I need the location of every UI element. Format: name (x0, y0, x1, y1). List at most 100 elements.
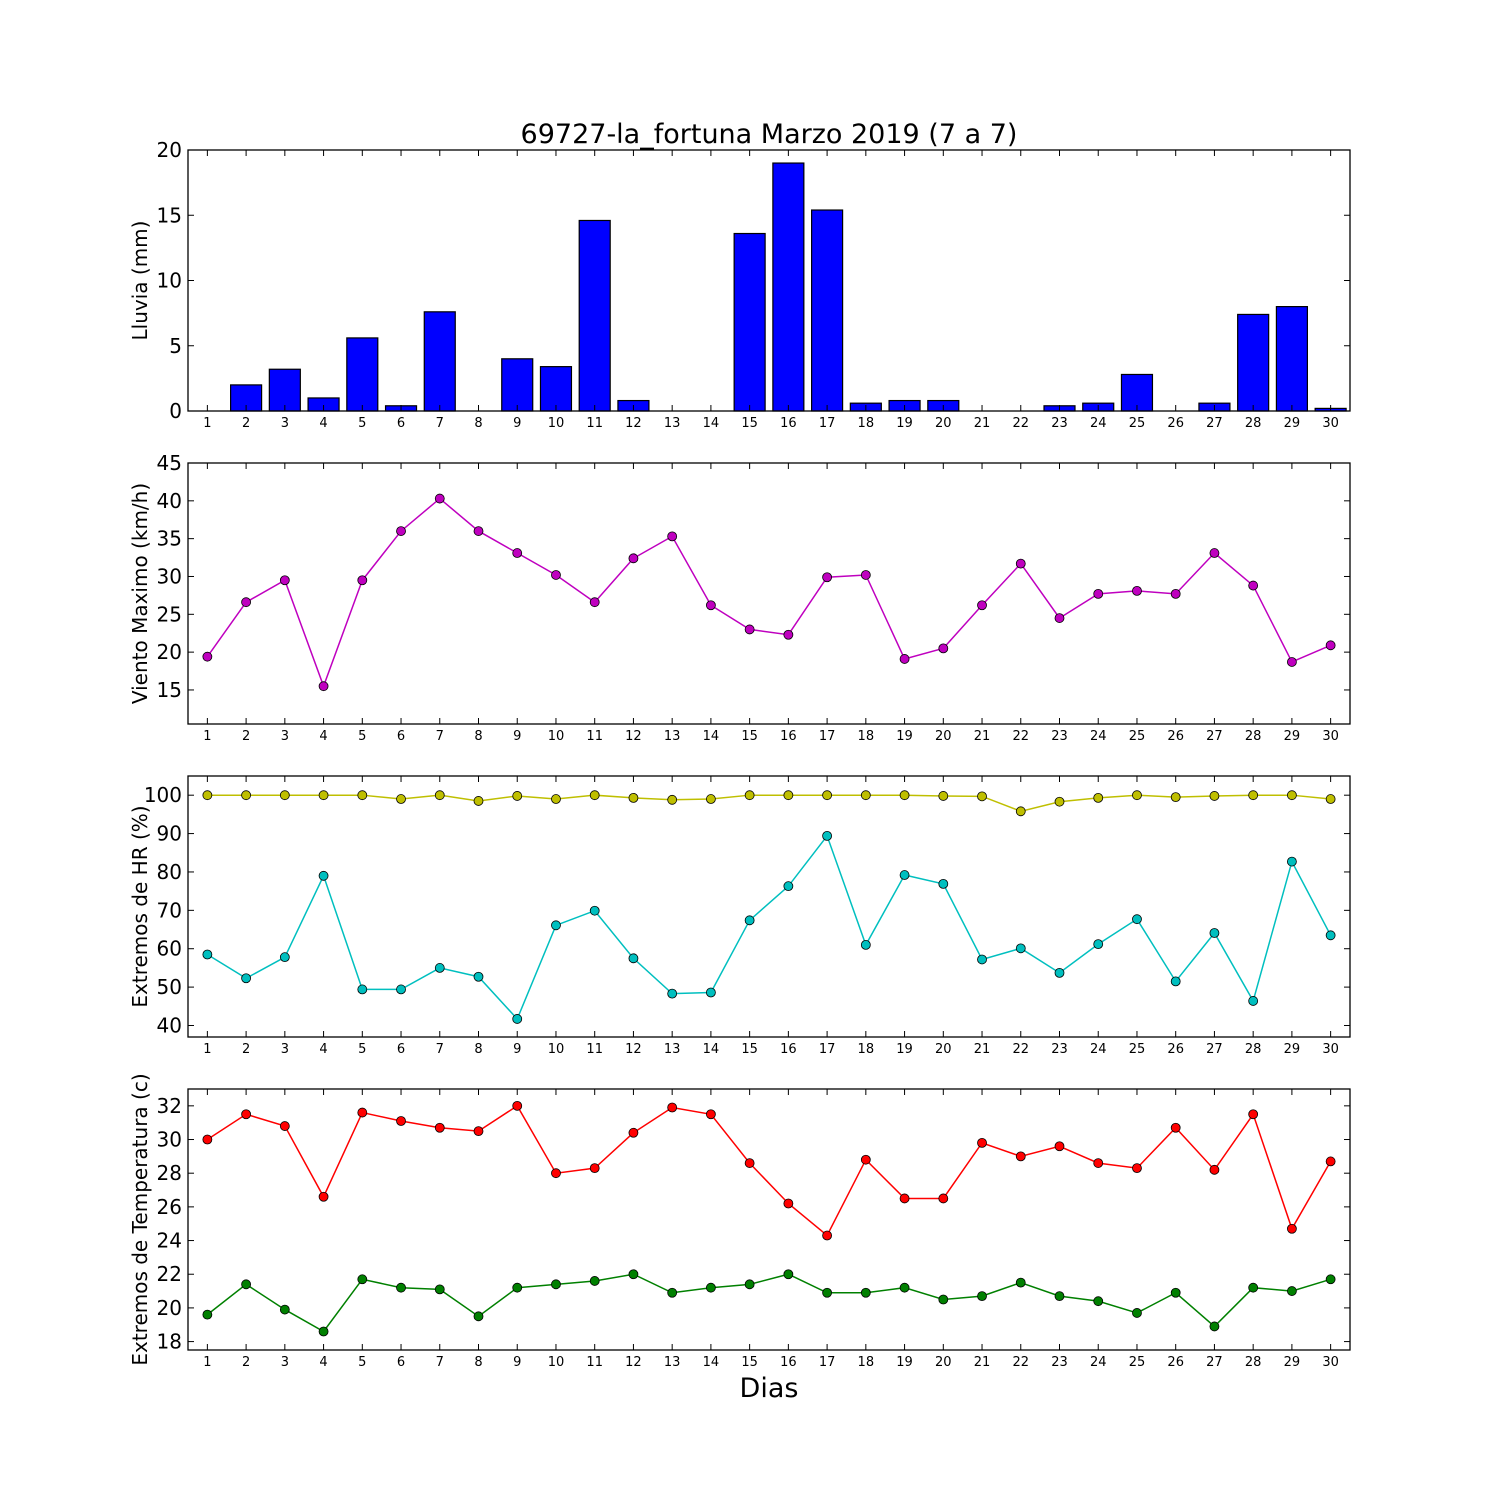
x-tick-label: 2 (242, 1355, 250, 1370)
series-2-point-20 (938, 1294, 949, 1305)
series-1-point-14 (706, 600, 716, 611)
x-tick-label: 4 (319, 1355, 327, 1370)
series-1-point-4 (318, 681, 329, 692)
series-1-point-29 (1287, 657, 1297, 667)
x-tick-label: 11 (586, 1042, 603, 1057)
x-tick-label: 23 (1051, 1042, 1068, 1057)
y-tick-label: 0 (169, 399, 182, 423)
series-1-point-15 (744, 624, 755, 635)
series-1-point-4 (318, 790, 329, 801)
series-1-point-21 (977, 600, 987, 611)
x-tick-label: 19 (896, 1355, 913, 1370)
x-tick-label: 21 (974, 1042, 991, 1057)
series-1-point-12 (628, 553, 639, 564)
bar-day-3 (268, 368, 301, 412)
series-2-point-29 (1287, 856, 1297, 867)
series-1-point-20 (938, 791, 949, 801)
x-axis-label: Dias (740, 1373, 799, 1404)
series-2-point-7 (434, 1284, 445, 1295)
x-tick-label: 26 (1167, 729, 1184, 744)
x-tick-label: 27 (1206, 1042, 1223, 1057)
y-axis-label: Extremos de HR (%) (128, 805, 152, 1007)
y-axis-label: Lluvia (mm) (128, 221, 152, 341)
series-1-point-19 (899, 790, 910, 801)
series-2-point-18 (860, 939, 871, 950)
x-tick-label: 6 (397, 1355, 405, 1370)
x-tick-label: 12 (625, 1042, 642, 1057)
x-tick-label: 20 (935, 1042, 952, 1057)
x-tick-label: 22 (1012, 1355, 1029, 1370)
series-2-point-10 (551, 1279, 561, 1290)
x-tick-label: 22 (1012, 729, 1029, 744)
x-tick-label: 16 (780, 1042, 797, 1057)
series-1-point-28 (1248, 790, 1259, 801)
y-tick-label: 24 (157, 1229, 182, 1253)
x-tick-label: 24 (1090, 1042, 1107, 1057)
series-2-point-5 (357, 984, 368, 995)
x-tick-label: 8 (474, 1355, 482, 1370)
series-2-point-22 (1015, 1277, 1026, 1288)
y-tick-label: 50 (157, 975, 182, 999)
x-tick-label: 28 (1245, 729, 1262, 744)
x-tick-label: 4 (319, 416, 327, 431)
x-tick-label: 13 (664, 729, 681, 744)
y-axis-label: Extremos de Temperatura (c) (128, 1073, 152, 1365)
x-tick-label: 27 (1206, 1355, 1223, 1370)
series-2-point-28 (1248, 996, 1259, 1006)
y-tick-label: 70 (157, 898, 182, 922)
series-2-point-3 (279, 952, 290, 963)
x-tick-label: 7 (436, 1355, 444, 1370)
x-tick-label: 6 (397, 416, 405, 431)
x-tick-label: 5 (358, 729, 366, 744)
series-2-point-14 (706, 987, 716, 998)
x-tick-label: 26 (1167, 416, 1184, 431)
series-1-point-2 (241, 790, 252, 801)
y-tick-label: 18 (157, 1330, 182, 1354)
series-1-point-8 (473, 526, 484, 536)
series-1-point-18 (860, 570, 871, 580)
x-tick-label: 3 (281, 1355, 289, 1370)
series-1-point-12 (628, 792, 639, 803)
series-2-point-6 (396, 984, 406, 995)
chart-title: 69727-la_fortuna Marzo 2019 (7 a 7) (521, 119, 1018, 150)
bar-day-15 (733, 232, 766, 412)
x-tick-label: 6 (397, 729, 405, 744)
series-1-point-10 (551, 570, 561, 580)
x-tick-label: 24 (1090, 1355, 1107, 1370)
series-1-point-24 (1093, 1158, 1104, 1168)
series-1-point-14 (706, 1109, 716, 1120)
plot-frame (187, 462, 1351, 725)
series-2-point-29 (1287, 1286, 1297, 1296)
series-1-point-11 (589, 1163, 600, 1174)
x-tick-label: 10 (548, 729, 565, 744)
x-tick-label: 16 (780, 1355, 797, 1370)
y-tick-label: 20 (157, 138, 182, 162)
x-tick-label: 28 (1245, 1042, 1262, 1057)
x-tick-label: 14 (703, 729, 720, 744)
series-2-point-11 (589, 1276, 600, 1286)
series-2-point-16 (783, 881, 794, 892)
series-1-point-8 (473, 1126, 484, 1136)
x-tick-label: 4 (319, 1042, 327, 1057)
x-tick-label: 15 (741, 729, 758, 744)
x-tick-label: 25 (1129, 1355, 1146, 1370)
x-tick-label: 2 (242, 1042, 250, 1057)
series-2-point-4 (318, 1326, 329, 1337)
x-tick-label: 17 (819, 416, 836, 431)
bar-day-17 (811, 209, 844, 412)
x-tick-label: 25 (1129, 729, 1146, 744)
x-tick-label: 28 (1245, 416, 1262, 431)
series-1-point-7 (434, 790, 445, 801)
bar-day-5 (346, 337, 379, 412)
y-tick-label: 80 (157, 860, 182, 884)
series-1-point-5 (357, 1107, 368, 1118)
series-1-point-25 (1132, 1163, 1142, 1174)
series-1-point-27 (1209, 1164, 1220, 1175)
series-1-point-19 (899, 654, 910, 664)
bar-day-11 (578, 219, 611, 412)
series-1-point-1 (202, 1134, 213, 1145)
x-tick-label: 15 (741, 1042, 758, 1057)
series-2-point-15 (744, 1279, 755, 1290)
x-tick-label: 30 (1322, 1042, 1339, 1057)
